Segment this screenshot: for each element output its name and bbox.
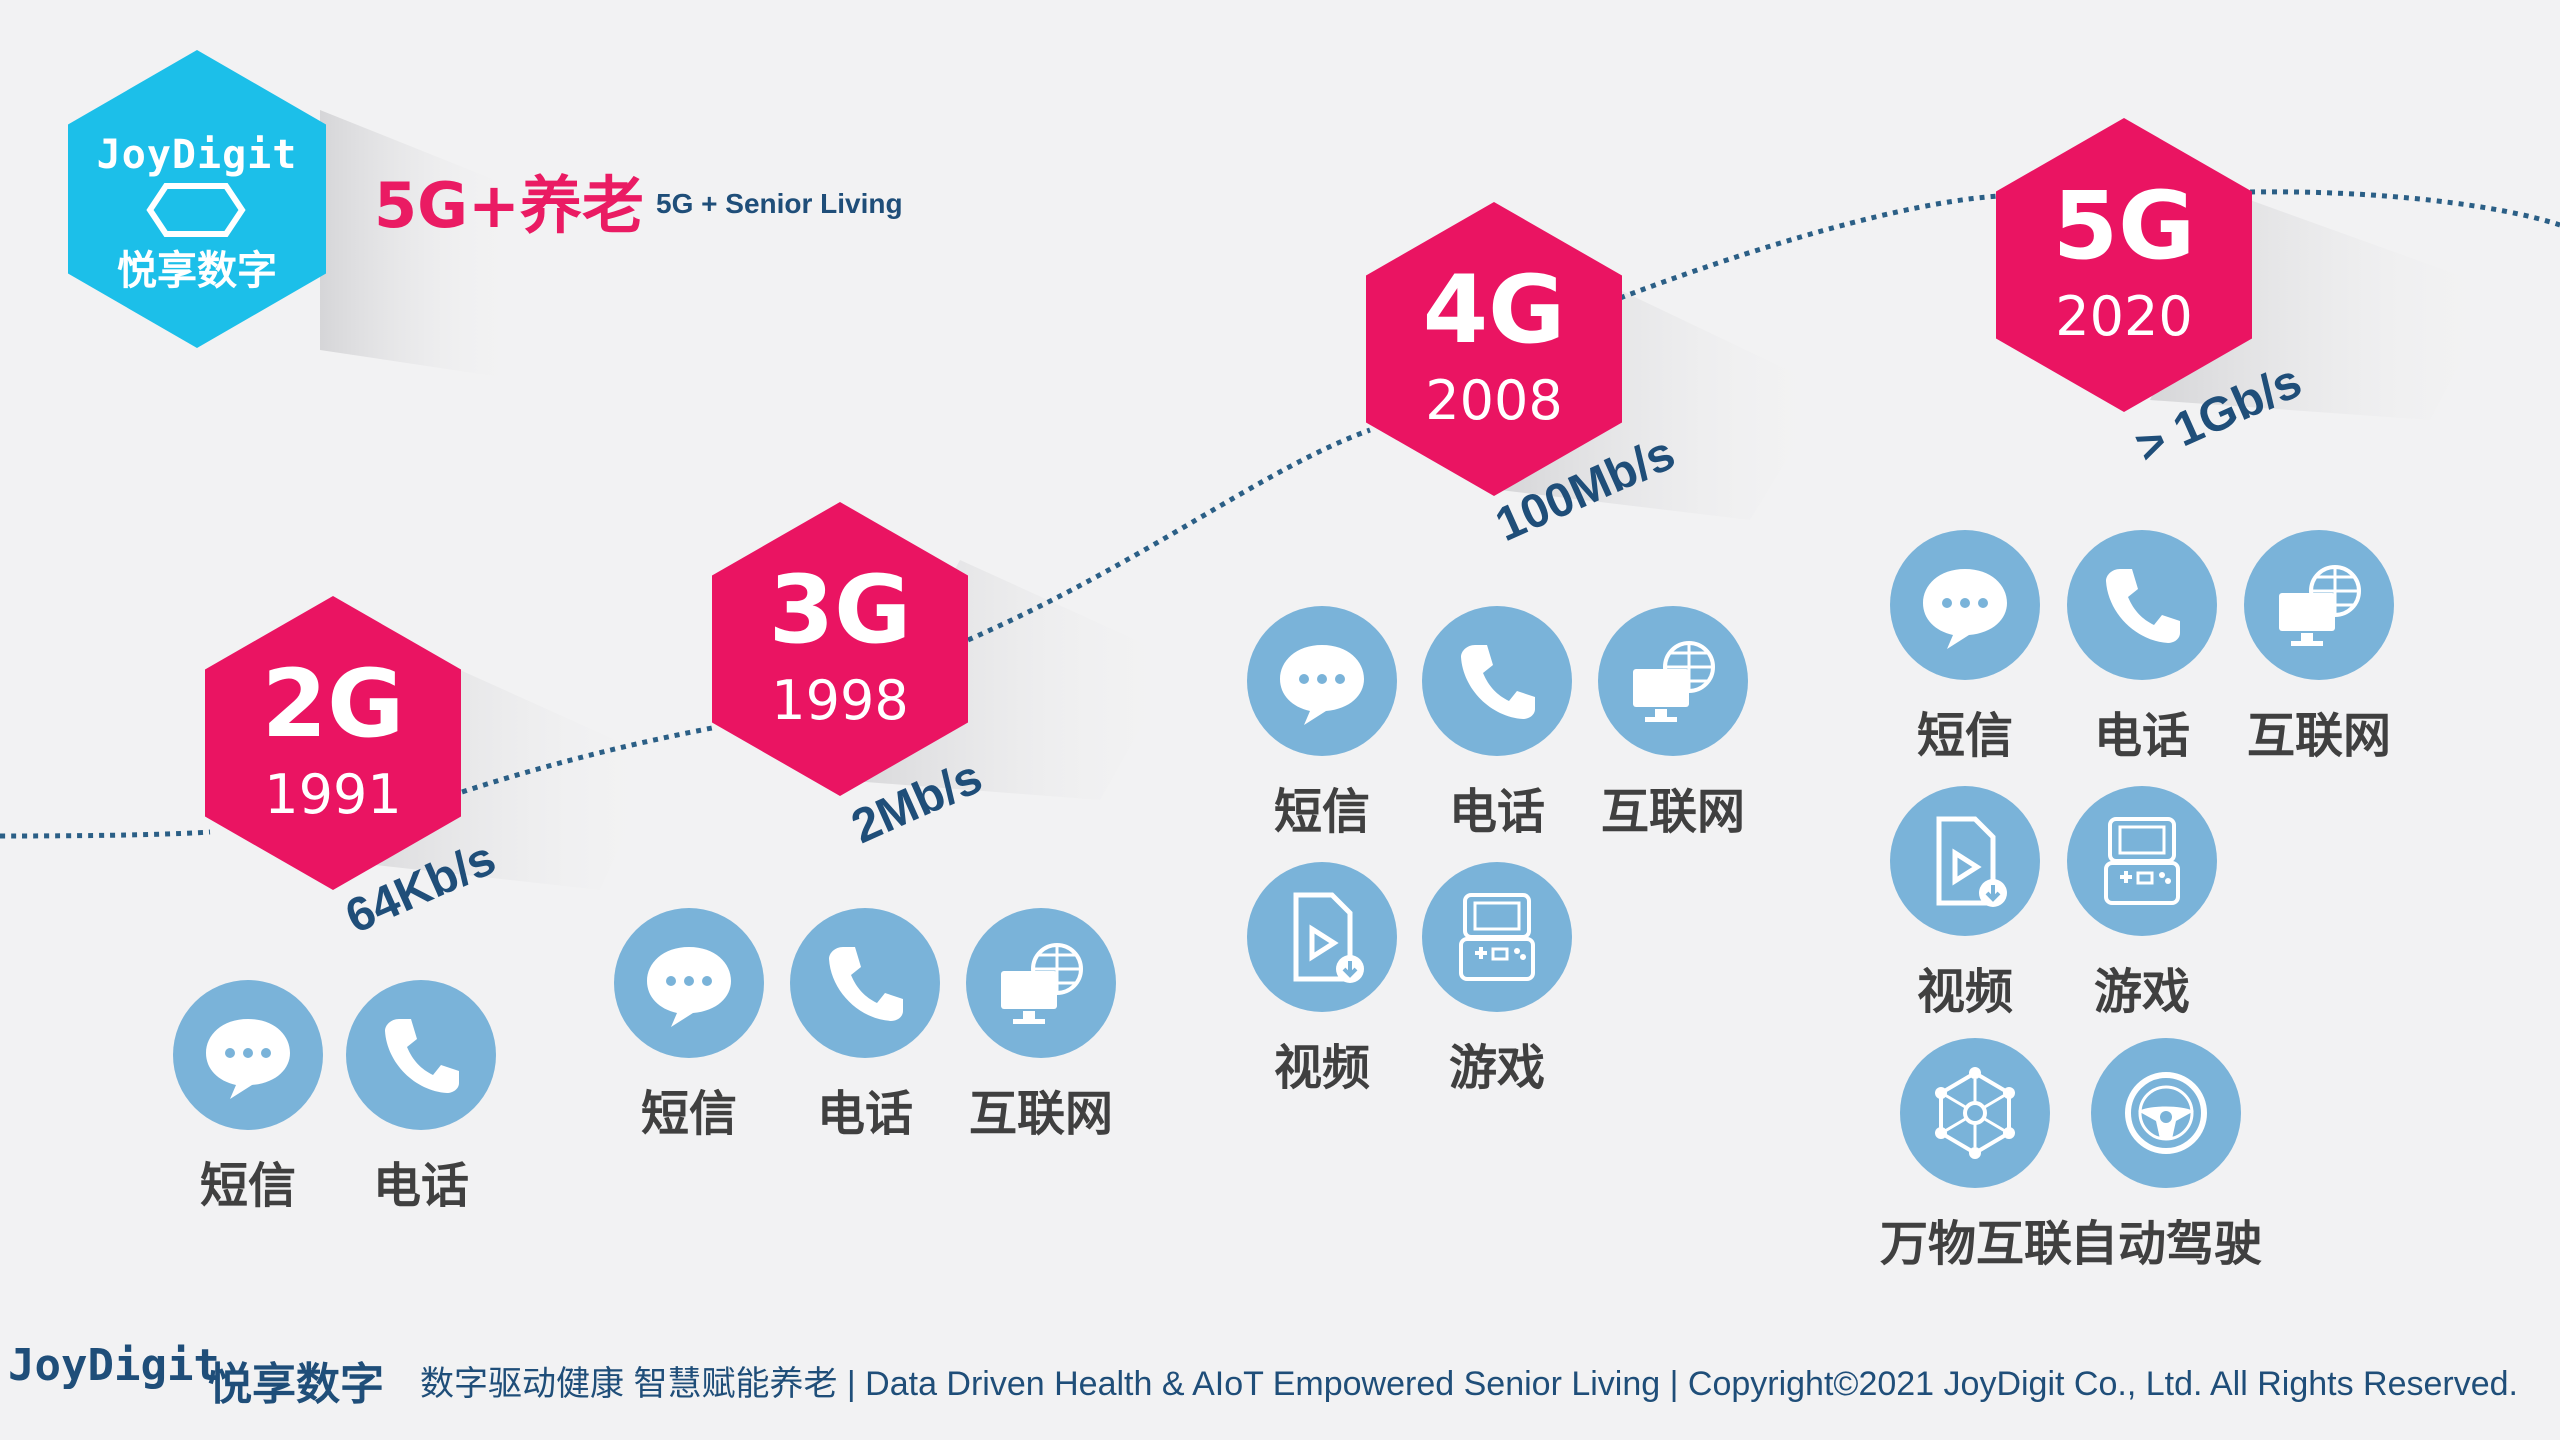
feature-sms: 短信 <box>1880 530 2050 766</box>
feature-video: 视频 <box>1880 786 2050 1022</box>
feature-video: 视频 <box>1237 862 1407 1098</box>
feature-label: 短信 <box>1916 708 2013 764</box>
feature-label: 互联网 <box>1600 784 1745 840</box>
steering-wheel-icon <box>2091 1038 2241 1188</box>
gen-3g-hexagon: 3G 1998 <box>712 502 968 796</box>
gen-2g-hexagon: 2G 1991 <box>205 596 461 890</box>
video-file-icon <box>1890 786 2040 936</box>
feature-label: 电话 <box>2093 708 2190 764</box>
feature-label: 短信 <box>640 1086 737 1142</box>
joydigit-logo: JoyDigit 悦享数字 <box>68 50 326 348</box>
logo-cn-text: 悦享数字 <box>117 248 277 294</box>
feature-label: 电话 <box>816 1086 913 1142</box>
chat-bubble-icon <box>173 980 323 1130</box>
feature-label: 互联网 <box>968 1086 1113 1142</box>
feature-phone: 电话 <box>2057 530 2227 766</box>
feature-autonomous-driving: 自动驾驶 <box>2066 1038 2266 1274</box>
feature-label: 游戏 <box>1448 1040 1545 1096</box>
feature-label: 短信 <box>199 1158 296 1214</box>
feature-iot: 万物互联 <box>1880 1038 2073 1274</box>
feature-phone: 电话 <box>780 908 950 1144</box>
footer-text: 数字驱动健康 智慧赋能养老 | Data Driven Health & AIo… <box>420 1365 2519 1403</box>
game-console-icon <box>2067 786 2217 936</box>
globe-monitor-icon <box>1598 606 1748 756</box>
4g-shadow <box>1500 290 1830 520</box>
globe-monitor-icon <box>2244 530 2394 680</box>
chat-bubble-icon <box>1890 530 2040 680</box>
feature-sms: 短信 <box>163 980 333 1216</box>
feature-label: 万物互联 <box>1880 1216 2073 1272</box>
feature-game: 游戏 <box>1412 862 1582 1098</box>
feature-phone: 电话 <box>1412 606 1582 842</box>
feature-internet: 互联网 <box>1588 606 1758 842</box>
phone-icon <box>1422 606 1572 756</box>
phone-icon <box>346 980 496 1130</box>
feature-label: 电话 <box>1448 784 1545 840</box>
gen-4g-hexagon: 4G 2008 <box>1366 202 1622 496</box>
gen-name: 5G <box>2052 172 2196 281</box>
feature-label: 电话 <box>372 1158 469 1214</box>
logo-text: JoyDigit <box>96 132 298 178</box>
gen-year: 1998 <box>771 669 909 732</box>
footer-logo: JoyDigit <box>8 1340 220 1391</box>
page-subtitle: 5G + Senior Living <box>656 188 903 219</box>
feature-label: 互联网 <box>2246 708 2391 764</box>
phone-icon <box>790 908 940 1058</box>
chat-bubble-icon <box>1247 606 1397 756</box>
gen-name: 3G <box>768 556 912 665</box>
logo-shadow <box>320 110 520 380</box>
feature-label: 短信 <box>1273 784 1370 840</box>
video-file-icon <box>1247 862 1397 1012</box>
dotted-curve <box>0 189 2560 839</box>
gen-year: 1991 <box>264 763 402 826</box>
feature-label: 视频 <box>1273 1040 1370 1096</box>
feature-label: 视频 <box>1916 964 2013 1020</box>
feature-label: 游戏 <box>2093 964 2190 1020</box>
game-console-icon <box>1422 862 1572 1012</box>
phone-icon <box>2067 530 2217 680</box>
gen-name: 4G <box>1422 256 1566 365</box>
gen-year: 2020 <box>2055 285 2193 348</box>
feature-label: 自动驾驶 <box>2069 1216 2262 1272</box>
gen-5g-hexagon: 5G 2020 <box>1996 118 2252 412</box>
feature-game: 游戏 <box>2057 786 2227 1022</box>
feature-internet: 互联网 <box>956 908 1126 1144</box>
feature-phone: 电话 <box>336 980 506 1216</box>
gen-name: 2G <box>261 650 405 759</box>
globe-monitor-icon <box>966 908 1116 1058</box>
page-title: 5G+养老 <box>374 169 644 242</box>
logo-hexagon-outline-icon <box>146 183 246 237</box>
feature-internet: 互联网 <box>2234 530 2404 766</box>
chat-bubble-icon <box>614 908 764 1058</box>
feature-sms: 短信 <box>604 908 774 1144</box>
footer-logo-cn: 悦享数字 <box>208 1359 384 1410</box>
feature-sms: 短信 <box>1237 606 1407 842</box>
network-icon <box>1900 1038 2050 1188</box>
gen-year: 2008 <box>1425 369 1563 432</box>
